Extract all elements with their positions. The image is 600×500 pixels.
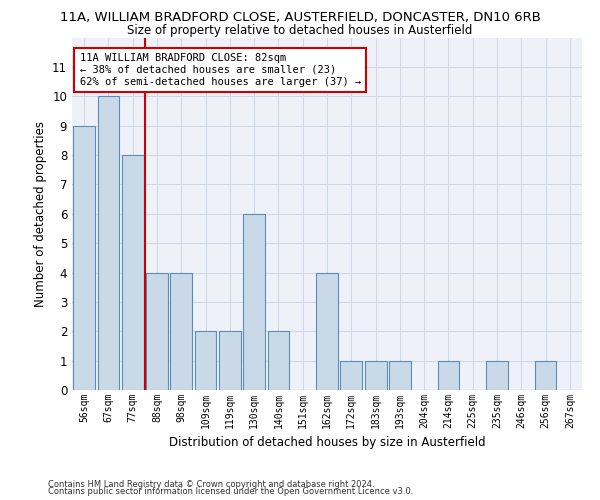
- X-axis label: Distribution of detached houses by size in Austerfield: Distribution of detached houses by size …: [169, 436, 485, 450]
- Text: 11A WILLIAM BRADFORD CLOSE: 82sqm
← 38% of detached houses are smaller (23)
62% : 11A WILLIAM BRADFORD CLOSE: 82sqm ← 38% …: [80, 54, 361, 86]
- Bar: [268, 331, 289, 390]
- Bar: [340, 360, 362, 390]
- Bar: [486, 360, 508, 390]
- Text: Size of property relative to detached houses in Austerfield: Size of property relative to detached ho…: [127, 24, 473, 37]
- Bar: [73, 126, 95, 390]
- Bar: [194, 331, 217, 390]
- Bar: [365, 360, 386, 390]
- Bar: [437, 360, 460, 390]
- Y-axis label: Number of detached properties: Number of detached properties: [34, 120, 47, 306]
- Text: Contains HM Land Registry data © Crown copyright and database right 2024.: Contains HM Land Registry data © Crown c…: [48, 480, 374, 489]
- Bar: [97, 96, 119, 390]
- Bar: [146, 272, 168, 390]
- Bar: [389, 360, 411, 390]
- Bar: [122, 155, 143, 390]
- Text: Contains public sector information licensed under the Open Government Licence v3: Contains public sector information licen…: [48, 488, 413, 496]
- Bar: [316, 272, 338, 390]
- Bar: [170, 272, 192, 390]
- Bar: [243, 214, 265, 390]
- Text: 11A, WILLIAM BRADFORD CLOSE, AUSTERFIELD, DONCASTER, DN10 6RB: 11A, WILLIAM BRADFORD CLOSE, AUSTERFIELD…: [59, 11, 541, 24]
- Bar: [219, 331, 241, 390]
- Bar: [535, 360, 556, 390]
